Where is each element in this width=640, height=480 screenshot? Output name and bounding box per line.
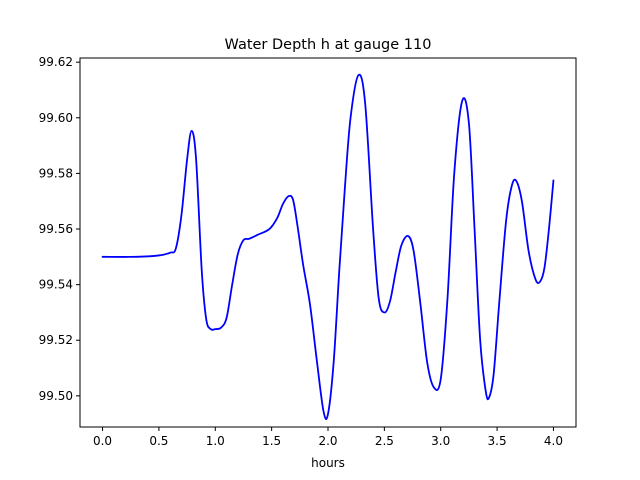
x-tick-label: 3.0 — [431, 434, 450, 448]
x-tick-label: 3.5 — [488, 434, 507, 448]
chart-title: Water Depth h at gauge 110 — [225, 37, 432, 53]
y-tick-label: 99.50 — [39, 389, 73, 403]
y-tick-label: 99.62 — [39, 55, 73, 69]
y-tick-label: 99.54 — [39, 278, 73, 292]
y-tick-label: 99.56 — [39, 222, 73, 236]
x-tick-label: 4.0 — [544, 434, 563, 448]
y-tick-label: 99.52 — [39, 333, 73, 347]
x-axis-label: hours — [311, 456, 345, 470]
y-tick-label: 99.58 — [39, 166, 73, 180]
x-tick-label: 0.5 — [149, 434, 168, 448]
x-tick-label: 2.0 — [318, 434, 337, 448]
axis-ticks: 0.0 0.5 1.0 1.5 2.0 2.5 3.0 3.5 4.0 99.50 99.52 99.… — [39, 55, 563, 448]
x-tick-label: 1.5 — [262, 434, 281, 448]
y-tick-label: 99.60 — [39, 111, 73, 125]
plot-frame — [79, 57, 577, 428]
series-line — [101, 73, 555, 420]
x-tick-label: 1.0 — [206, 434, 225, 448]
x-tick-label: 0.0 — [93, 434, 112, 448]
x-tick-label: 2.5 — [375, 434, 394, 448]
